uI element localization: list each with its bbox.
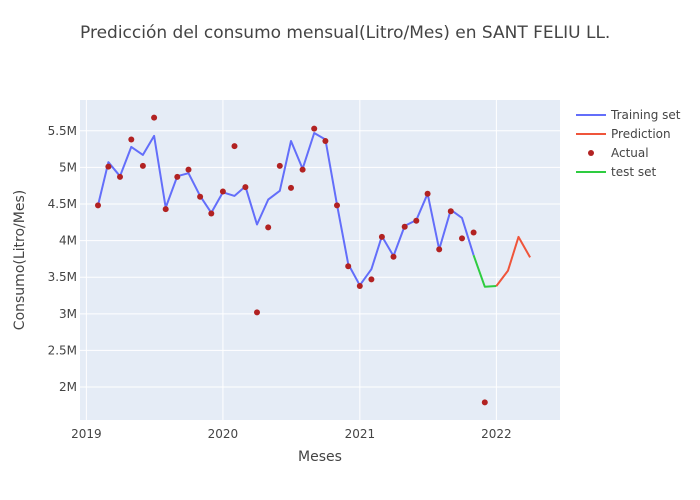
test-set-line [472,254,497,288]
actual-point [95,202,101,209]
legend-swatch [588,150,594,156]
x-tick-label: 2019 [71,427,102,441]
plot-area [80,100,560,420]
actual-point [470,229,477,236]
actual-point [242,184,249,191]
actual-point [378,233,385,240]
actual-point [162,206,169,213]
actual-point [390,253,397,260]
actual-point [151,114,158,121]
y-axis-title: Consumo(Litro/Mes) [12,190,28,330]
y-tick-label: 3.5M [48,270,77,284]
legend-item-training-set[interactable]: Training set [576,108,681,122]
actual-point [219,188,226,195]
actual-point [424,190,431,197]
actual-point [481,399,488,406]
y-tick-label: 4M [59,234,77,248]
legend-item-actual[interactable]: Actual [588,146,649,160]
actual-point [459,235,465,242]
actual-point [322,138,329,144]
x-axis-title: Meses [298,449,342,465]
actual-point [299,166,306,173]
actual-point [208,210,215,217]
x-tick-label: 2022 [481,427,512,441]
actual-point [345,263,352,270]
actual-point [117,173,123,180]
actual-point [413,217,420,224]
legend-label: Training set [610,108,681,122]
actual-point [265,224,272,231]
actual-point [105,163,112,170]
training-set-line [97,132,475,287]
actual-point [447,208,454,215]
y-tick-label: 3M [59,307,77,321]
actual-point [185,166,192,173]
actual-point [254,309,260,316]
legend-item-test-set[interactable]: test set [576,165,656,179]
y-axis-ticks: 2M 2.5M 3M 3.5M 4M 4.5M 5M 5.5M [48,124,77,394]
y-tick-label: 5M [59,160,77,174]
actual-point [334,202,340,209]
actual-point [174,173,181,180]
y-tick-label: 2M [59,380,77,394]
actual-point [368,276,375,283]
series-layer [95,114,531,406]
legend-label: test set [611,165,656,179]
actual-point [356,283,363,289]
legend-label: Prediction [611,127,671,141]
chart-title: Predicción del consumo mensual(Litro/Mes… [80,23,610,43]
prediction-line [495,235,531,287]
legend-label: Actual [611,146,649,160]
legend-item-prediction[interactable]: Prediction [576,127,671,141]
actual-point [436,246,443,253]
x-axis-ticks: 2019 2020 2021 2022 [71,427,512,441]
x-tick-label: 2020 [208,427,239,441]
actual-point [288,184,294,191]
x-tick-label: 2021 [345,427,376,441]
actual-point [401,223,408,230]
y-tick-label: 2.5M [48,343,77,357]
y-tick-label: 5.5M [48,124,77,138]
legend[interactable]: Training set Prediction Actual test set [576,108,681,179]
actual-point [128,136,135,143]
y-tick-label: 4.5M [48,197,77,211]
actual-point [231,143,238,150]
actual-point [311,125,318,132]
actual-point [197,193,204,200]
actual-point [276,162,283,169]
actual-point [139,162,146,169]
